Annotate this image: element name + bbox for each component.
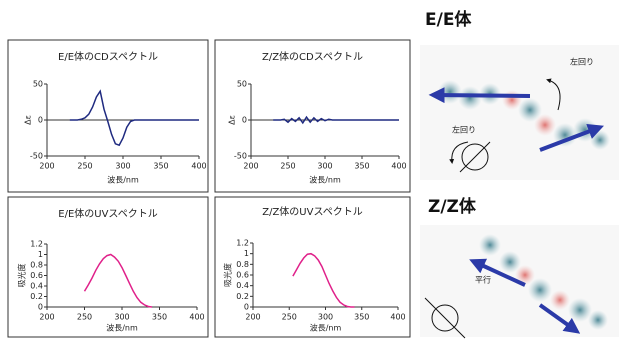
data-line bbox=[85, 255, 153, 308]
x-tick-label: 300 bbox=[318, 313, 333, 322]
y-tick-label: 50 bbox=[33, 80, 43, 89]
y-tick-label: 0 bbox=[242, 116, 247, 125]
chart-title: Z/Z体のCDスペクトル bbox=[262, 51, 363, 63]
x-tick-label: 300 bbox=[317, 162, 332, 171]
panel-title: E/E体 bbox=[425, 9, 472, 30]
y-tick-label: 1 bbox=[244, 249, 249, 258]
x-tick-label: 200 bbox=[39, 162, 54, 171]
y-tick-label: 0 bbox=[244, 303, 249, 312]
chart-title: E/E体のCDスペクトル bbox=[58, 51, 158, 63]
y-axis-label: Δε bbox=[24, 115, 33, 125]
data-line bbox=[70, 91, 199, 145]
data-line bbox=[293, 254, 355, 307]
x-tick-label: 400 bbox=[390, 313, 405, 322]
y-axis-label: Δε bbox=[228, 115, 237, 125]
x-tick-label: 250 bbox=[280, 162, 295, 171]
y-tick-label: 0.6 bbox=[236, 271, 249, 280]
y-tick-label: 1.2 bbox=[236, 239, 249, 248]
x-tick-label: 200 bbox=[243, 162, 258, 171]
x-tick-label: 350 bbox=[153, 162, 168, 171]
x-tick-label: 250 bbox=[282, 313, 297, 322]
y-tick-label: 0.2 bbox=[30, 292, 43, 301]
x-axis-label: 波長/nm bbox=[310, 323, 342, 333]
x-tick-label: 200 bbox=[245, 313, 260, 322]
y-tick-label: 0.8 bbox=[236, 260, 249, 269]
x-tick-label: 350 bbox=[354, 313, 369, 322]
x-tick-label: 200 bbox=[39, 313, 54, 322]
y-tick-label: 0.2 bbox=[236, 292, 249, 301]
y-tick-label: 0.6 bbox=[30, 271, 43, 280]
y-tick-label: 1 bbox=[38, 250, 43, 259]
panel-title: Z/Z体 bbox=[428, 196, 477, 217]
x-axis-label: 波長/nm bbox=[106, 323, 138, 333]
y-tick-label: 1.2 bbox=[30, 240, 43, 249]
chart-title: Z/Z体のUVスペクトル bbox=[262, 206, 363, 218]
x-tick-label: 300 bbox=[114, 313, 129, 322]
y-axis-label: 吸光度 bbox=[223, 263, 233, 287]
zz-panel: Z/Z体 平行 bbox=[420, 196, 619, 338]
x-tick-label: 400 bbox=[189, 313, 204, 322]
chart-title: E/E体のUVスペクトル bbox=[58, 208, 157, 220]
note: 左回り bbox=[570, 57, 594, 67]
y-axis-label: 吸光度 bbox=[17, 264, 27, 288]
arrow bbox=[435, 95, 530, 96]
y-tick-label: 0.8 bbox=[30, 261, 43, 270]
note: 平行 bbox=[475, 275, 491, 285]
note: 左回り bbox=[452, 125, 476, 135]
y-tick-label: -50 bbox=[30, 152, 43, 161]
y-tick-label: 50 bbox=[237, 80, 247, 89]
figure: E/E体のCDスペクトル波長/nm Δε -50 0 50 200 250 300 350 400… bbox=[0, 0, 619, 340]
x-tick-label: 400 bbox=[391, 162, 406, 171]
x-tick-label: 350 bbox=[354, 162, 369, 171]
y-tick-label: 0 bbox=[38, 116, 43, 125]
y-tick-label: 0 bbox=[38, 303, 43, 312]
x-tick-label: 350 bbox=[152, 313, 167, 322]
x-tick-label: 250 bbox=[77, 162, 92, 171]
ee-panel: E/E体 左回り 左回り bbox=[420, 9, 619, 180]
y-tick-label: 0.4 bbox=[30, 282, 43, 291]
x-axis-label: 波長/nm bbox=[309, 175, 341, 185]
x-axis-label: 波長/nm bbox=[107, 175, 139, 185]
x-tick-label: 400 bbox=[191, 162, 206, 171]
y-tick-label: -50 bbox=[234, 152, 247, 161]
x-tick-label: 250 bbox=[77, 313, 92, 322]
y-tick-label: 0.4 bbox=[236, 281, 249, 290]
x-tick-label: 300 bbox=[115, 162, 130, 171]
